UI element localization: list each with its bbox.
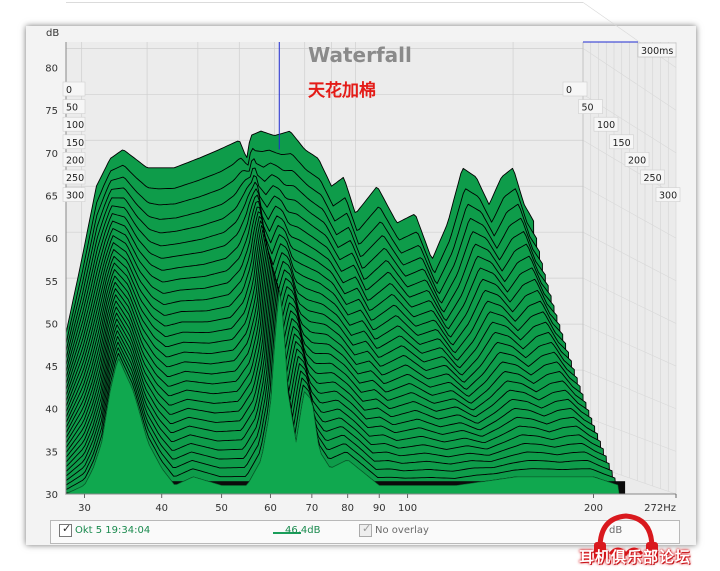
time-label-left: 250	[66, 173, 84, 184]
legend-bar: ✓ Okt 5 19:34:04 46,4dB ✓ No overlay dB	[50, 520, 680, 544]
y-tick-label: 60	[45, 234, 58, 245]
time-label-box	[624, 152, 650, 167]
y-tick-label: 45	[45, 362, 58, 373]
x-tick-label: 50	[215, 503, 228, 514]
time-label-box	[62, 81, 86, 97]
watermark-text: 耳机俱乐部论坛	[579, 548, 692, 566]
x-tick-label: 40	[155, 503, 168, 514]
y-tick-label: 70	[45, 149, 58, 160]
time-label-left: 150	[66, 138, 84, 149]
side-gridline	[582, 140, 677, 196]
overlay-checkbox[interactable]: ✓	[359, 522, 372, 537]
time-label-box	[578, 99, 603, 114]
overlay-label: No overlay	[375, 525, 429, 536]
side-gridline	[582, 48, 677, 111]
measurement-value: 46,4dB	[285, 525, 321, 536]
time-label-right: 100	[597, 120, 615, 131]
y-tick-label: 30	[45, 490, 58, 501]
time-max-label: 300ms	[641, 46, 673, 57]
time-label-box	[62, 116, 86, 132]
x-tick-label: 200	[584, 503, 603, 514]
measurement-checkbox[interactable]: ✓	[59, 522, 72, 537]
x-tick-label: 100	[398, 503, 417, 514]
measurement-date: Okt 5 19:34:04	[75, 525, 151, 536]
check-icon: ✓	[362, 522, 372, 535]
chart-title: Waterfall	[308, 43, 412, 67]
chart-annotation: 天花加棉	[308, 80, 376, 101]
x-tick-label: 70	[305, 503, 318, 514]
y-tick-label: 75	[45, 106, 58, 117]
x-tick-label: 60	[264, 503, 277, 514]
time-label-box	[62, 152, 86, 167]
time-label-box	[62, 187, 86, 202]
x-tick-label: 90	[373, 503, 386, 514]
x-tick-label: 80	[341, 503, 354, 514]
waterfall-slice	[65, 267, 603, 488]
time-label-box	[62, 169, 86, 185]
side-gridline	[582, 369, 677, 409]
side-gridline	[582, 277, 677, 324]
y-tick-label: 35	[45, 447, 58, 458]
y-tick-label: 50	[45, 319, 58, 330]
time-max-box	[637, 42, 677, 58]
side-gridline	[582, 415, 677, 452]
side-gridline	[582, 185, 677, 239]
time-label-right: 200	[628, 155, 646, 166]
y-tick-label: 40	[45, 405, 58, 416]
time-label-right: 250	[644, 173, 662, 184]
side-gridline	[582, 323, 677, 367]
y-tick-label: 55	[45, 277, 58, 288]
y-axis-label: dB	[46, 28, 59, 39]
time-label-left: 0	[66, 85, 72, 96]
time-label-right: 50	[582, 103, 594, 114]
time-label-box	[62, 134, 86, 150]
time-label-right: 300	[659, 191, 677, 202]
time-label-left: 100	[66, 120, 84, 131]
y-tick-label: 65	[45, 192, 58, 203]
front-slice	[65, 291, 620, 495]
time-label-left: 300	[66, 191, 84, 202]
series-line-swatch	[273, 532, 301, 534]
headphone-logo-icon	[594, 513, 658, 560]
time-label-right: 150	[613, 138, 631, 149]
overlay-value: dB	[609, 525, 623, 536]
time-label-box	[640, 169, 665, 185]
time-label-left: 200	[66, 155, 84, 166]
check-icon: ✓	[62, 522, 72, 535]
time-label-box	[655, 187, 681, 202]
time-label-box	[593, 116, 619, 132]
x-tick-label: 272Hz	[644, 503, 676, 514]
time-label-box	[562, 81, 588, 97]
x-tick-label: 30	[78, 503, 91, 514]
y-tick-label: 80	[45, 64, 58, 75]
time-label-left: 50	[66, 103, 78, 114]
time-label-box	[62, 99, 86, 114]
time-label-box	[609, 134, 634, 150]
side-gridline	[582, 231, 677, 282]
time-label-right: 0	[566, 85, 572, 96]
